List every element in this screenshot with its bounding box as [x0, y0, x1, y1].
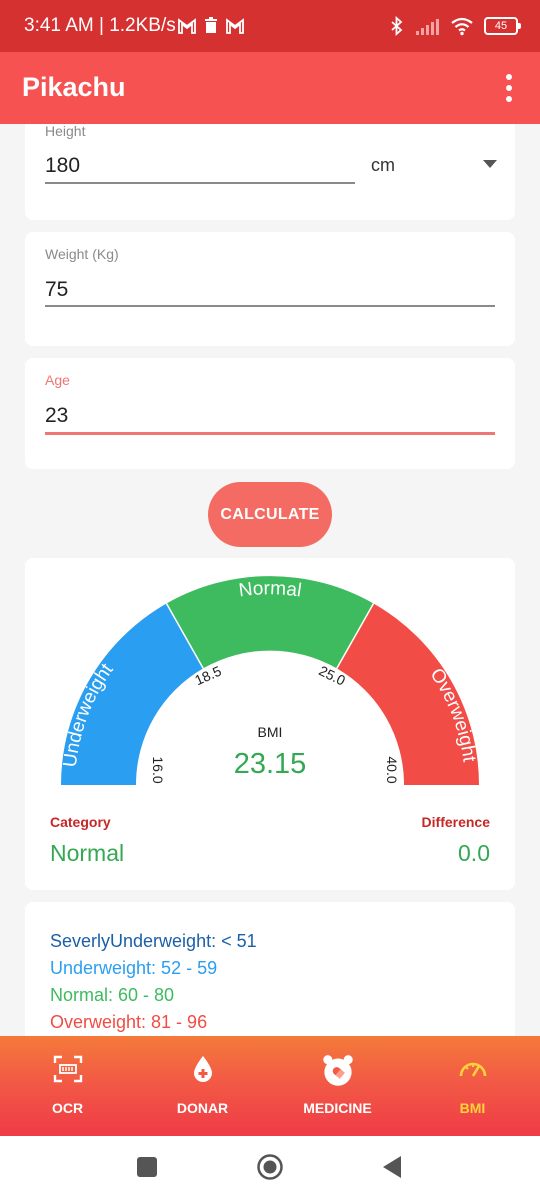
weight-card: Weight (Kg) 75 [25, 232, 515, 346]
gmail-icon [178, 18, 196, 34]
gauge-tick-16: 16.0 [150, 756, 166, 783]
nav-label-donar: DONAR [176, 1100, 229, 1116]
dropdown-arrow-icon [483, 160, 497, 168]
height-input[interactable]: 180 [45, 154, 81, 177]
gauge-normal-segment [166, 576, 374, 669]
bmi-value: 23.15 [233, 748, 307, 780]
more-options-button[interactable] [492, 70, 526, 106]
pill-alarm-icon [322, 1055, 353, 1086]
bluetooth-icon [391, 16, 403, 36]
height-card: Height 180 cm [25, 112, 515, 220]
nav-item-medicine[interactable]: MEDICINE [270, 1036, 405, 1136]
height-label: Height [45, 123, 86, 139]
recents-button[interactable] [137, 1157, 157, 1177]
wifi-icon [451, 17, 473, 36]
calculate-button[interactable]: CALCULATE [208, 482, 332, 547]
range-underweight: Underweight: 52 - 59 [50, 958, 218, 978]
scanner-icon [53, 1055, 82, 1083]
weight-underline [45, 305, 495, 307]
age-input[interactable]: 23 [45, 404, 69, 427]
app-bar-bg [0, 52, 540, 124]
nav-label-bmi: BMI [459, 1100, 486, 1116]
difference-value: 0.0 [458, 840, 490, 866]
battery-icon: 45 [484, 17, 521, 35]
difference-label: Difference [421, 814, 490, 830]
range-severly-underweight: SeverlyUnderweight: < 51 [50, 931, 257, 951]
category-value: Normal [50, 840, 125, 866]
nav-label-ocr: OCR [51, 1100, 84, 1116]
bmi-label: BMI [257, 724, 283, 740]
weight-label: Weight (Kg) [45, 246, 119, 262]
signal-icon [416, 19, 439, 35]
gmail-icon [226, 18, 244, 34]
speedometer-icon [459, 1062, 486, 1077]
system-nav-bar [0, 1136, 540, 1200]
age-label: Age [45, 372, 70, 388]
range-normal: Normal: 60 - 80 [50, 985, 175, 1005]
bottom-nav: OCR DONAR MEDICINE BMI [0, 1036, 540, 1136]
age-underline [45, 432, 495, 435]
range-overweight: Overweight: 81 - 96 [50, 1012, 208, 1032]
home-button[interactable] [256, 1153, 284, 1181]
nav-item-donar[interactable]: DONAR [135, 1036, 270, 1136]
unit-dropdown[interactable]: cm [363, 150, 503, 180]
gauge-overweight-segment [336, 603, 479, 785]
status-time-speed: 3:41 AM | 1.2KB/s [24, 15, 176, 36]
gauge-tick-40: 40.0 [384, 756, 400, 783]
back-button[interactable] [383, 1156, 403, 1178]
nav-item-bmi[interactable]: BMI [405, 1036, 540, 1136]
blood-drop-icon [193, 1056, 212, 1082]
gauge-underweight-segment [61, 603, 204, 785]
battery-level: 45 [494, 20, 508, 32]
bmi-gauge-card: Underweight Normal Overweight 16.0 18.5 … [25, 558, 515, 890]
app-title-overlay: Pikachu [22, 72, 126, 102]
status-icons: 45 [390, 12, 521, 40]
unit-value: cm [371, 155, 395, 175]
trash-icon [205, 17, 217, 33]
nav-label-medicine: MEDICINE [303, 1100, 372, 1116]
weight-input[interactable]: 75 [45, 278, 69, 301]
ranges-card: SeverlyUnderweight: < 51 Underweight: 52… [25, 902, 515, 1062]
category-label: Category [50, 814, 111, 830]
height-underline [45, 182, 355, 184]
status-bar: 3:41 AM | 1.2KB/s 45 [0, 0, 540, 52]
bmi-gauge: Underweight Normal Overweight 16.0 18.5 … [60, 576, 480, 785]
nav-item-ocr[interactable]: OCR [0, 1036, 135, 1136]
age-card: Age 23 [25, 358, 515, 469]
